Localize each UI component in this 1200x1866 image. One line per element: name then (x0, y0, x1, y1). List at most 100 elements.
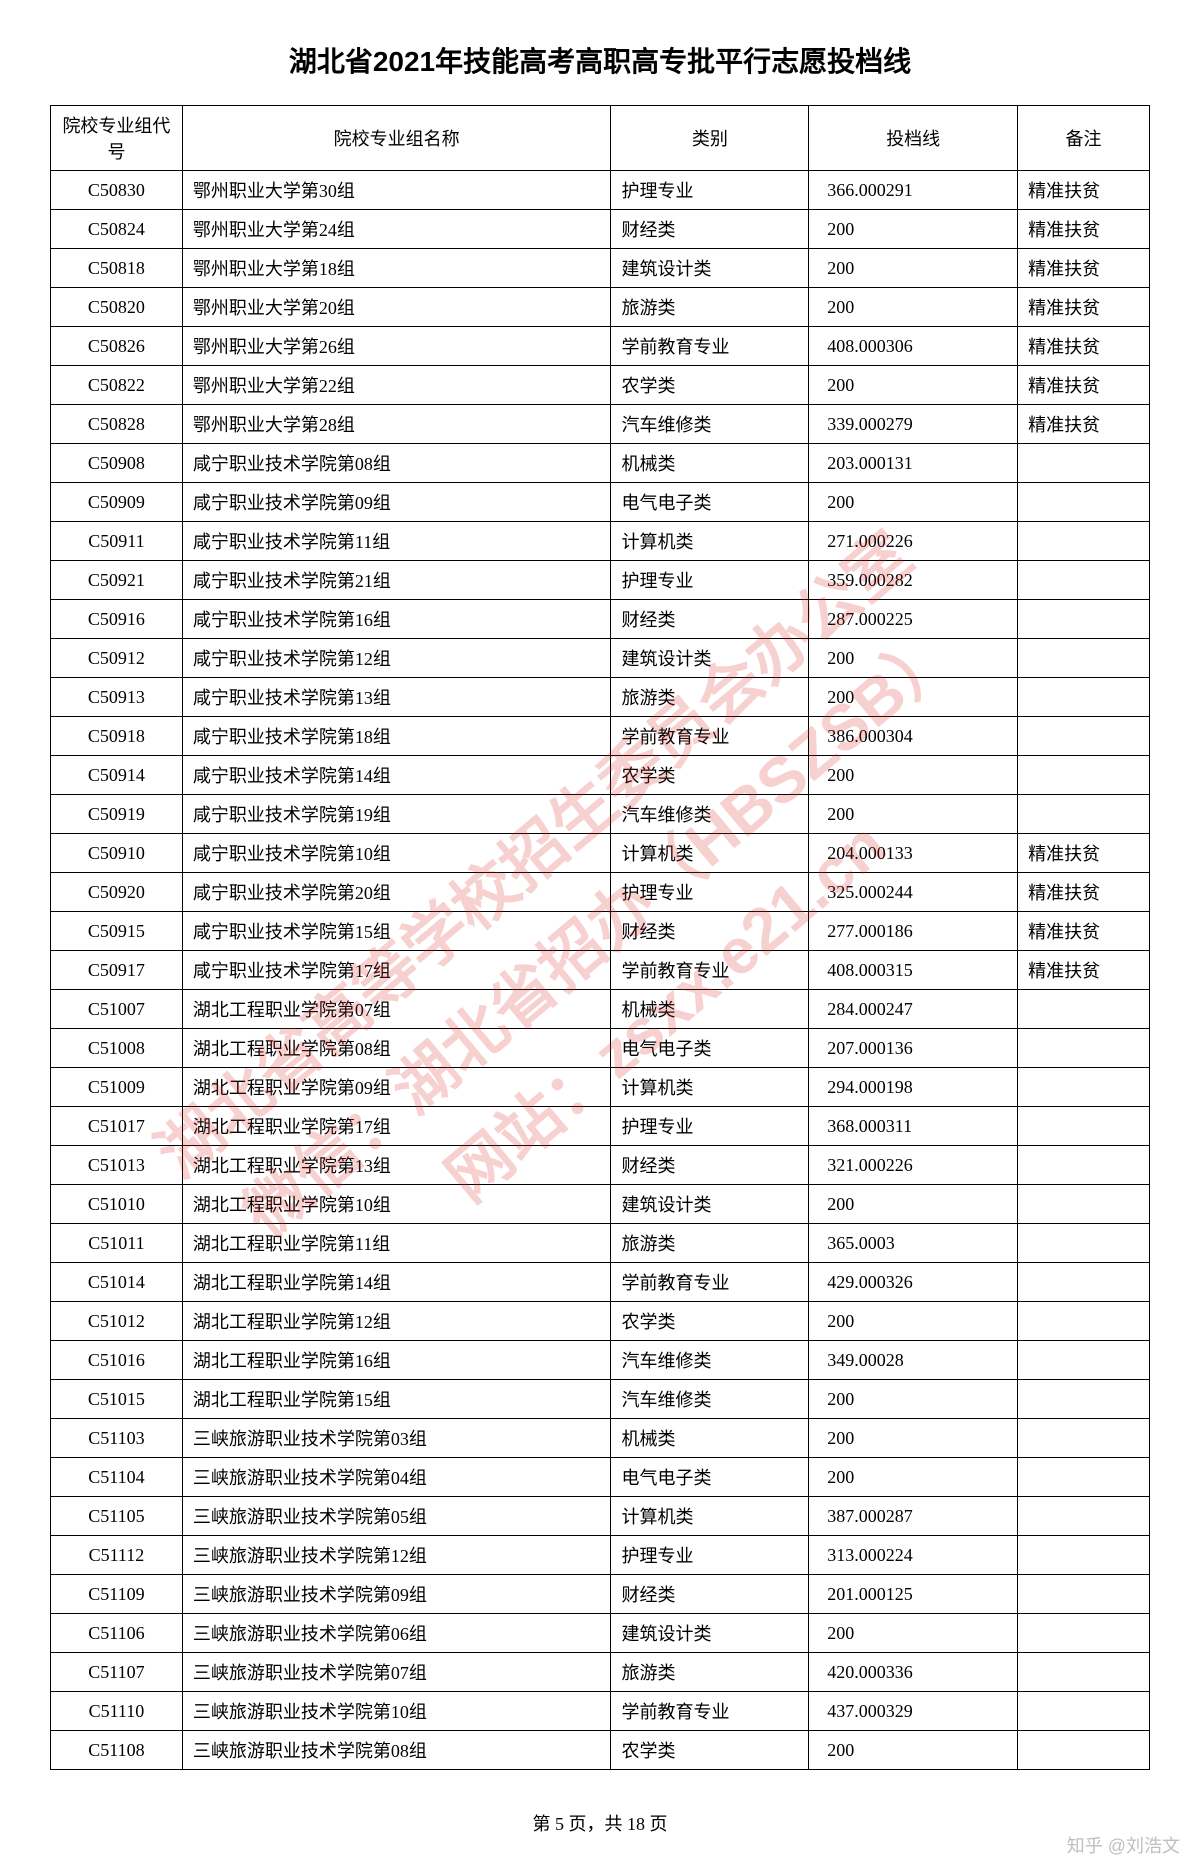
cell-note: 精准扶贫 (1018, 873, 1150, 912)
cell-cat: 财经类 (611, 1575, 809, 1614)
cell-note (1018, 639, 1150, 678)
table-row: C50912咸宁职业技术学院第12组建筑设计类200 (51, 639, 1150, 678)
cell-cat: 财经类 (611, 912, 809, 951)
cell-note: 精准扶贫 (1018, 171, 1150, 210)
cell-code: C50828 (51, 405, 183, 444)
table-row: C50818鄂州职业大学第18组建筑设计类200精准扶贫 (51, 249, 1150, 288)
cell-note (1018, 1146, 1150, 1185)
cell-name: 咸宁职业技术学院第12组 (182, 639, 611, 678)
cell-code: C51017 (51, 1107, 183, 1146)
cell-note (1018, 1653, 1150, 1692)
cell-name: 三峡旅游职业技术学院第04组 (182, 1458, 611, 1497)
cell-score: 200 (809, 1185, 1018, 1224)
table-row: C51016湖北工程职业学院第16组汽车维修类349.00028 (51, 1341, 1150, 1380)
cell-score: 368.000311 (809, 1107, 1018, 1146)
cell-code: C50915 (51, 912, 183, 951)
cell-code: C51015 (51, 1380, 183, 1419)
cell-score: 200 (809, 1302, 1018, 1341)
table-header-row: 院校专业组代号 院校专业组名称 类别 投档线 备注 (51, 106, 1150, 171)
table-row: C51110三峡旅游职业技术学院第10组学前教育专业437.000329 (51, 1692, 1150, 1731)
table-row: C51007湖北工程职业学院第07组机械类284.000247 (51, 990, 1150, 1029)
cell-note (1018, 678, 1150, 717)
cell-cat: 护理专业 (611, 171, 809, 210)
cell-score: 200 (809, 756, 1018, 795)
cell-code: C50909 (51, 483, 183, 522)
table-row: C51106三峡旅游职业技术学院第06组建筑设计类200 (51, 1614, 1150, 1653)
cell-code: C51007 (51, 990, 183, 1029)
cell-name: 三峡旅游职业技术学院第09组 (182, 1575, 611, 1614)
table-row: C51009湖北工程职业学院第09组计算机类294.000198 (51, 1068, 1150, 1107)
cell-name: 鄂州职业大学第26组 (182, 327, 611, 366)
cell-name: 咸宁职业技术学院第14组 (182, 756, 611, 795)
cell-score: 200 (809, 1419, 1018, 1458)
cell-note (1018, 717, 1150, 756)
cell-code: C50911 (51, 522, 183, 561)
cell-name: 湖北工程职业学院第14组 (182, 1263, 611, 1302)
cell-name: 湖北工程职业学院第12组 (182, 1302, 611, 1341)
cell-score: 200 (809, 366, 1018, 405)
cell-code: C51011 (51, 1224, 183, 1263)
cell-score: 437.000329 (809, 1692, 1018, 1731)
table-row: C51011湖北工程职业学院第11组旅游类365.0003 (51, 1224, 1150, 1263)
cell-name: 湖北工程职业学院第08组 (182, 1029, 611, 1068)
table-row: C50913咸宁职业技术学院第13组旅游类200 (51, 678, 1150, 717)
table-row: C51103三峡旅游职业技术学院第03组机械类200 (51, 1419, 1150, 1458)
cell-cat: 财经类 (611, 210, 809, 249)
cell-cat: 汽车维修类 (611, 1380, 809, 1419)
cell-cat: 学前教育专业 (611, 717, 809, 756)
cell-note (1018, 600, 1150, 639)
col-name: 院校专业组名称 (182, 106, 611, 171)
cell-score: 200 (809, 1731, 1018, 1770)
cell-name: 咸宁职业技术学院第17组 (182, 951, 611, 990)
table-row: C50909咸宁职业技术学院第09组电气电子类200 (51, 483, 1150, 522)
cell-code: C50830 (51, 171, 183, 210)
cell-note (1018, 1107, 1150, 1146)
cell-score: 339.000279 (809, 405, 1018, 444)
cell-score: 204.000133 (809, 834, 1018, 873)
cell-cat: 护理专业 (611, 1107, 809, 1146)
table-row: C50910咸宁职业技术学院第10组计算机类204.000133精准扶贫 (51, 834, 1150, 873)
cell-cat: 建筑设计类 (611, 639, 809, 678)
page-title: 湖北省2021年技能高考高职高专批平行志愿投档线 (50, 40, 1150, 80)
cell-code: C51104 (51, 1458, 183, 1497)
cell-name: 鄂州职业大学第30组 (182, 171, 611, 210)
cell-score: 201.000125 (809, 1575, 1018, 1614)
cell-code: C50913 (51, 678, 183, 717)
cell-note (1018, 1575, 1150, 1614)
cell-cat: 汽车维修类 (611, 795, 809, 834)
cell-score: 200 (809, 1458, 1018, 1497)
cell-note (1018, 1263, 1150, 1302)
cell-score: 429.000326 (809, 1263, 1018, 1302)
cell-name: 咸宁职业技术学院第15组 (182, 912, 611, 951)
cell-score: 200 (809, 639, 1018, 678)
cell-cat: 计算机类 (611, 834, 809, 873)
cell-name: 三峡旅游职业技术学院第07组 (182, 1653, 611, 1692)
table-row: C50828鄂州职业大学第28组汽车维修类339.000279精准扶贫 (51, 405, 1150, 444)
cell-cat: 机械类 (611, 990, 809, 1029)
cell-name: 湖北工程职业学院第11组 (182, 1224, 611, 1263)
cell-score: 287.000225 (809, 600, 1018, 639)
cell-cat: 建筑设计类 (611, 249, 809, 288)
table-row: C50917咸宁职业技术学院第17组学前教育专业408.000315精准扶贫 (51, 951, 1150, 990)
cell-name: 湖北工程职业学院第07组 (182, 990, 611, 1029)
cell-name: 三峡旅游职业技术学院第05组 (182, 1497, 611, 1536)
cell-name: 三峡旅游职业技术学院第10组 (182, 1692, 611, 1731)
table-row: C51013湖北工程职业学院第13组财经类321.000226 (51, 1146, 1150, 1185)
cell-note: 精准扶贫 (1018, 834, 1150, 873)
cell-code: C51016 (51, 1341, 183, 1380)
table-row: C50824鄂州职业大学第24组财经类200精准扶贫 (51, 210, 1150, 249)
cell-note (1018, 1068, 1150, 1107)
cell-name: 咸宁职业技术学院第08组 (182, 444, 611, 483)
table-row: C51015湖北工程职业学院第15组汽车维修类200 (51, 1380, 1150, 1419)
cell-name: 湖北工程职业学院第09组 (182, 1068, 611, 1107)
cell-score: 366.000291 (809, 171, 1018, 210)
cell-note (1018, 1419, 1150, 1458)
cell-name: 鄂州职业大学第24组 (182, 210, 611, 249)
score-table: 院校专业组代号 院校专业组名称 类别 投档线 备注 C50830鄂州职业大学第3… (50, 105, 1150, 1770)
cell-score: 325.000244 (809, 873, 1018, 912)
cell-note (1018, 756, 1150, 795)
cell-cat: 护理专业 (611, 1536, 809, 1575)
table-row: C50916咸宁职业技术学院第16组财经类287.000225 (51, 600, 1150, 639)
table-row: C51109三峡旅游职业技术学院第09组财经类201.000125 (51, 1575, 1150, 1614)
cell-score: 420.000336 (809, 1653, 1018, 1692)
